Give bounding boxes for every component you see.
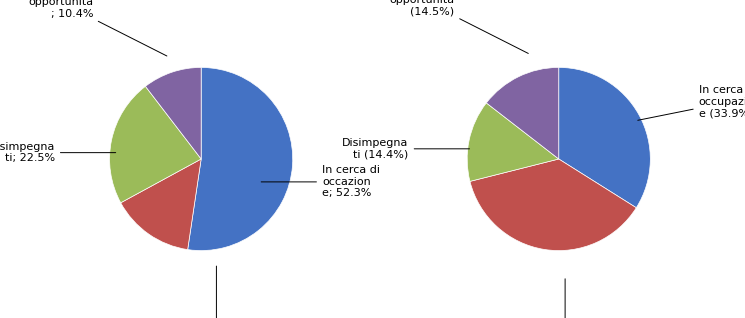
Wedge shape — [110, 86, 201, 203]
Wedge shape — [486, 67, 559, 159]
Wedge shape — [467, 103, 559, 181]
Text: Disimpegna
ti (14.4%): Disimpegna ti (14.4%) — [342, 138, 469, 160]
Wedge shape — [470, 159, 636, 251]
Text: In cerca di
opportunità
; 10.4%: In cerca di opportunità ; 10.4% — [28, 0, 167, 56]
Text: Disimpegna
ti; 22.5%: Disimpegna ti; 22.5% — [0, 142, 115, 163]
Text: In cerca di
opportunità
(14.5%): In cerca di opportunità (14.5%) — [390, 0, 528, 53]
Wedge shape — [188, 67, 293, 251]
Text: Indisponibili
; 14.7%: Indisponibili ; 14.7% — [183, 266, 250, 318]
Text: In cerca di
occupazion
e (33.9%): In cerca di occupazion e (33.9%) — [638, 85, 745, 120]
Wedge shape — [145, 67, 201, 159]
Text: In cerca di
occazion
e; 52.3%: In cerca di occazion e; 52.3% — [261, 165, 380, 198]
Wedge shape — [121, 159, 201, 250]
Text: Indisponibili
(37.1%): Indisponibili (37.1%) — [532, 279, 598, 318]
Wedge shape — [559, 67, 650, 208]
